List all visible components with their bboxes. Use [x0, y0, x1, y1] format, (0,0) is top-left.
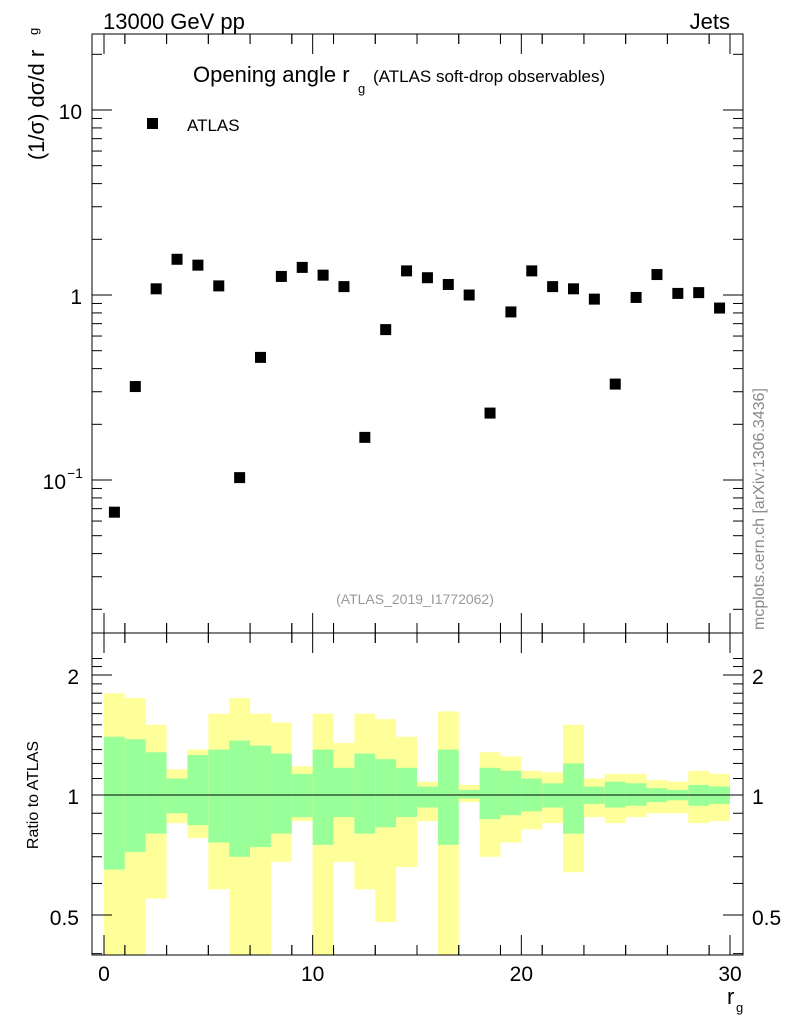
data-point: [630, 291, 642, 303]
data-point: [672, 287, 684, 299]
data-point: [401, 265, 413, 277]
legend-label-atlas: ATLAS: [187, 116, 240, 135]
ratio-tick-label-2-right: 2: [752, 666, 764, 689]
ratio-band-green-0: [104, 736, 125, 870]
watermark: mcplots.cern.ch [arXiv:1306.3436]: [751, 388, 768, 630]
data-point: [651, 269, 663, 281]
legend-marker-atlas: [147, 118, 158, 129]
plot-title-main: Opening angle r: [193, 62, 350, 87]
header-energy-label: 13000 GeV pp: [103, 9, 245, 34]
data-point: [609, 378, 621, 390]
y-axis-label-main: (1/σ) dσ/d r: [24, 50, 49, 160]
ratio-axis-ticks: [92, 657, 743, 955]
ratio-tick-label-2-left: 2: [67, 666, 79, 689]
data-point: [484, 407, 496, 419]
data-point: [380, 324, 392, 336]
header-process-label: Jets: [690, 9, 730, 34]
ratio-band-green-8: [270, 753, 292, 834]
y-tick-label-0.1-exponent: −1: [67, 465, 83, 481]
y-axis-label: (1/σ) dσ/d r g: [24, 28, 49, 160]
ratio-band-green-17: [458, 789, 480, 799]
data-point: [192, 259, 204, 271]
x-tick-label-20: 20: [510, 963, 533, 986]
data-point: [108, 506, 120, 518]
ratio-band-green-13: [375, 759, 397, 828]
data-point: [693, 287, 705, 299]
ratio-band-green-5: [208, 749, 230, 843]
data-point: [255, 351, 266, 363]
x-axis-label-main: r: [727, 984, 734, 1009]
x-tick-label-10: 10: [301, 963, 324, 986]
plot-title-extra: (ATLAS soft-drop observables): [373, 67, 605, 86]
data-point: [526, 265, 538, 277]
ratio-band-green-7: [250, 745, 271, 848]
data-points-atlas: [108, 253, 726, 518]
data-point: [442, 278, 454, 290]
x-tick-label-0: 0: [98, 963, 110, 986]
data-point: [505, 306, 517, 318]
data-point: [275, 270, 287, 282]
ratio-band-green-2: [145, 752, 167, 834]
ratio-tick-label-1-right: 1: [752, 786, 764, 809]
x-tick-label-30: 30: [718, 963, 741, 986]
y-tick-label-0.1: 10: [43, 471, 66, 494]
data-point: [359, 431, 371, 443]
data-point: [317, 269, 329, 281]
ratio-band-green-6: [229, 740, 251, 857]
data-point: [338, 281, 350, 293]
data-point: [714, 302, 726, 314]
data-point: [547, 281, 559, 293]
ratio-band-green-1: [124, 739, 146, 852]
ratio-band-green-4: [187, 754, 209, 826]
ratio-y-axis-label: Ratio to ATLAS: [25, 741, 42, 849]
data-point: [150, 283, 162, 295]
x-axis-ticks: [103, 34, 731, 955]
data-point: [421, 272, 433, 284]
y-tick-label-1: 1: [70, 286, 82, 309]
analysis-id: (ATLAS_2019_I1772062): [336, 591, 494, 607]
data-point: [213, 280, 225, 292]
ratio-band-green-12: [354, 753, 376, 834]
ratio-bands: [104, 693, 730, 955]
y-axis-label-sub: g: [26, 28, 41, 35]
ratio-band-green-22: [563, 763, 584, 834]
data-point: [234, 472, 246, 484]
ratio-tick-label-0.5-left: 0.5: [50, 907, 79, 930]
x-axis-label-sub: g: [736, 1000, 743, 1015]
plot-title-sub: g: [358, 81, 365, 96]
data-point: [129, 381, 141, 393]
ratio-band-green-3: [166, 778, 188, 814]
x-tick-labels: 0 10 20 30: [98, 963, 742, 986]
ratio-band-green-19: [500, 770, 522, 816]
ratio-tick-label-1-left: 1: [67, 786, 79, 809]
y-tick-label-10: 10: [59, 101, 82, 124]
data-point: [568, 283, 579, 295]
ratio-tick-label-0.5-right: 0.5: [752, 907, 781, 930]
ratio-band-green-14: [396, 767, 417, 818]
ratio-band-green-10: [312, 749, 334, 845]
ratio-band-green-15: [417, 786, 438, 808]
data-point: [588, 293, 600, 305]
ratio-band-green-25: [625, 783, 647, 806]
ratio-band-green-18: [479, 767, 501, 820]
ratio-band-green-16: [437, 749, 459, 845]
ratio-band-green-11: [333, 767, 355, 818]
data-point: [296, 261, 308, 273]
main-axis-ticks: [92, 53, 743, 610]
data-point: [171, 253, 183, 265]
data-point: [463, 289, 475, 301]
